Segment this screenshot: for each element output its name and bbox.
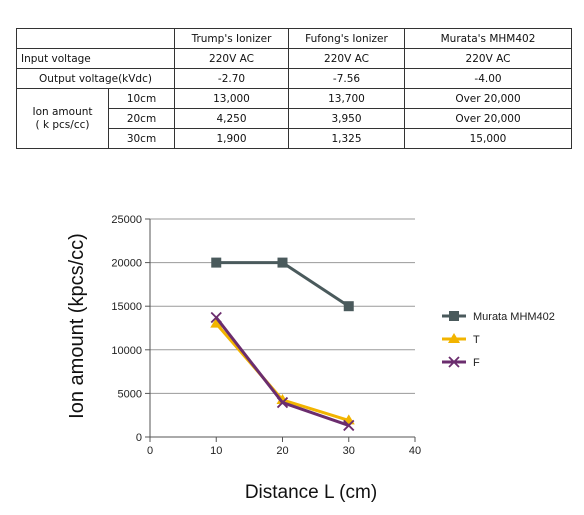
y-tick-label: 5000: [118, 388, 142, 400]
table-cell: 13,000: [174, 88, 289, 109]
x-axis-title: Distance L (cm): [245, 482, 377, 503]
table-cell: 15,000: [404, 128, 572, 149]
x-tick-label: 40: [409, 445, 421, 457]
legend-label: F: [473, 357, 480, 369]
ion-amount-unit: ( k pcs/cc): [35, 118, 90, 131]
table-header-row: Trump's Ionizer Fufong's Ionizer Murata'…: [16, 28, 572, 49]
legend-label: T: [473, 334, 480, 346]
y-tick-label: 15000: [111, 301, 142, 313]
spec-table: Trump's Ionizer Fufong's Ionizer Murata'…: [16, 28, 572, 149]
y-axis-title: Ion amount (kpcs/cc): [66, 233, 88, 419]
series-line-2: [215, 322, 350, 422]
table-row: 20cm 4,250 3,950 Over 20,000: [17, 108, 572, 129]
table-row: Input voltage 220V AC 220V AC 220V AC: [16, 48, 572, 69]
data-point: [276, 396, 289, 409]
data-point: [343, 419, 355, 432]
row-label-ion-amount: Ion amount ( k pcs/cc): [16, 88, 109, 149]
distance-cell: 30cm: [108, 128, 175, 149]
legend-marker: [449, 311, 459, 321]
table-cell: 220V AC: [174, 48, 289, 69]
y-tick-label: 0: [136, 432, 142, 444]
table-row: 30cm 1,900 1,325 15,000: [17, 128, 572, 149]
data-point: [210, 317, 223, 328]
distance-cell: 10cm: [108, 88, 175, 109]
x-tick-label: 30: [343, 445, 355, 457]
y-tick-label: 25000: [111, 214, 142, 226]
data-point: [211, 257, 222, 268]
x-tick-label: 10: [210, 445, 222, 457]
x-tick-label: 0: [147, 445, 153, 457]
distance-cell: 20cm: [108, 108, 175, 129]
data-point: [210, 311, 222, 324]
legend-label: Murata MHM402: [473, 311, 555, 323]
x-tick-label: 20: [276, 445, 288, 457]
table-cell: 220V AC: [404, 48, 572, 69]
data-point: [277, 257, 288, 268]
table-cell: 1,325: [288, 128, 405, 149]
y-tick-label: 10000: [111, 345, 142, 357]
legend-marker: [448, 356, 460, 368]
data-point: [276, 393, 289, 404]
data-point: [343, 301, 354, 312]
legend-marker: [448, 333, 460, 343]
y-tick-label: 20000: [111, 258, 142, 270]
series-line-1: [216, 261, 350, 308]
ion-amount-label: Ion amount: [32, 105, 93, 118]
series-line-3: [215, 316, 350, 427]
